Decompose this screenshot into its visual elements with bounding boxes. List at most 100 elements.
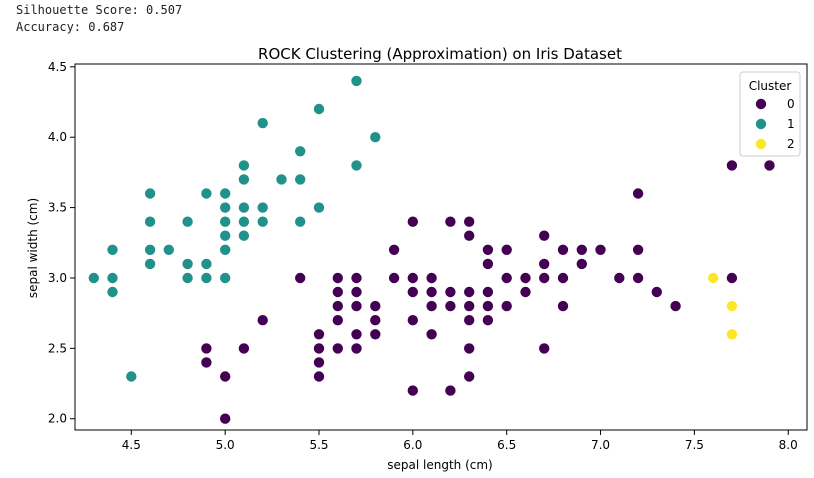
point-cluster-0	[444, 300, 457, 313]
point-cluster-0	[388, 243, 401, 256]
point-cluster-0	[350, 328, 363, 341]
point-cluster-0	[463, 215, 476, 228]
point-cluster-2	[707, 271, 720, 284]
point-cluster-1	[237, 215, 250, 228]
point-cluster-1	[162, 243, 175, 256]
point-cluster-2	[725, 300, 738, 313]
x-tick-label: 7.5	[685, 438, 704, 452]
legend-label-2: 2	[787, 137, 795, 151]
point-cluster-0	[557, 243, 570, 256]
point-cluster-1	[200, 271, 213, 284]
point-cluster-0	[519, 285, 532, 298]
point-cluster-0	[219, 370, 232, 383]
point-cluster-0	[481, 314, 494, 327]
point-cluster-1	[106, 243, 119, 256]
y-tick-label: 4.0	[48, 130, 67, 144]
y-tick-label: 2.0	[48, 412, 67, 426]
x-tick-label: 7.0	[591, 438, 610, 452]
point-cluster-0	[463, 285, 476, 298]
point-cluster-2	[725, 328, 738, 341]
point-cluster-0	[425, 285, 438, 298]
point-cluster-1	[350, 74, 363, 87]
point-cluster-0	[256, 314, 269, 327]
y-axis-ticks: 2.0 2.5 3.0 3.5 4.0 4.5	[48, 60, 75, 426]
point-cluster-0	[369, 300, 382, 313]
point-cluster-1	[181, 271, 194, 284]
y-tick-label: 4.5	[48, 60, 67, 74]
point-cluster-0	[406, 215, 419, 228]
point-cluster-1	[219, 187, 232, 200]
point-cluster-0	[669, 300, 682, 313]
x-tick-label: 5.5	[309, 438, 328, 452]
point-cluster-0	[538, 342, 551, 355]
point-cluster-0	[350, 300, 363, 313]
point-cluster-1	[125, 370, 138, 383]
point-cluster-0	[406, 285, 419, 298]
y-tick-label: 3.0	[48, 271, 67, 285]
point-cluster-1	[237, 173, 250, 186]
point-cluster-1	[275, 173, 288, 186]
point-cluster-0	[463, 300, 476, 313]
y-axis-label: sepal width (cm)	[26, 198, 40, 298]
legend: Cluster 0 1 2	[739, 71, 801, 157]
point-cluster-0	[613, 271, 626, 284]
x-tick-label: 6.5	[497, 438, 516, 452]
accuracy-text: Accuracy: 0.687	[16, 20, 125, 34]
point-cluster-0	[575, 243, 588, 256]
point-cluster-0	[312, 342, 325, 355]
point-cluster-1	[144, 187, 157, 200]
point-cluster-0	[444, 384, 457, 397]
chart-title: ROCK Clustering (Approximation) on Iris …	[258, 45, 622, 63]
point-cluster-0	[481, 285, 494, 298]
point-cluster-0	[331, 285, 344, 298]
point-cluster-0	[312, 328, 325, 341]
legend-marker-0	[755, 98, 768, 111]
x-tick-label: 4.5	[122, 438, 141, 452]
x-tick-label: 6.0	[403, 438, 422, 452]
point-cluster-0	[331, 300, 344, 313]
point-cluster-1	[312, 103, 325, 116]
legend-label-1: 1	[787, 117, 795, 131]
point-cluster-1	[219, 229, 232, 242]
point-cluster-0	[388, 271, 401, 284]
point-cluster-0	[557, 300, 570, 313]
point-cluster-0	[725, 271, 738, 284]
point-cluster-1	[144, 215, 157, 228]
point-cluster-1	[106, 285, 119, 298]
point-cluster-0	[331, 342, 344, 355]
point-cluster-1	[369, 131, 382, 144]
point-cluster-1	[256, 117, 269, 130]
point-cluster-0	[519, 271, 532, 284]
point-cluster-0	[481, 300, 494, 313]
point-cluster-0	[425, 271, 438, 284]
point-cluster-1	[294, 145, 307, 158]
point-cluster-1	[294, 173, 307, 186]
point-cluster-0	[500, 243, 513, 256]
point-cluster-1	[219, 215, 232, 228]
console-output: Silhouette Score: 0.507 Accuracy: 0.687	[16, 2, 182, 36]
point-cluster-0	[350, 285, 363, 298]
point-cluster-1	[181, 257, 194, 270]
point-cluster-1	[181, 215, 194, 228]
point-cluster-0	[294, 271, 307, 284]
point-cluster-0	[481, 243, 494, 256]
point-cluster-0	[312, 370, 325, 383]
point-cluster-0	[463, 342, 476, 355]
point-cluster-1	[350, 159, 363, 172]
point-cluster-1	[294, 215, 307, 228]
point-cluster-1	[200, 187, 213, 200]
legend-marker-2	[755, 137, 768, 150]
point-cluster-0	[594, 243, 607, 256]
silhouette-score-text: Silhouette Score: 0.507	[16, 3, 183, 17]
legend-title: Cluster	[749, 79, 792, 93]
point-cluster-0	[463, 314, 476, 327]
point-cluster-0	[350, 271, 363, 284]
point-cluster-0	[312, 356, 325, 369]
legend-items: 0 1 2	[755, 97, 795, 151]
point-cluster-0	[331, 314, 344, 327]
point-cluster-1	[144, 243, 157, 256]
point-cluster-1	[87, 271, 100, 284]
point-cluster-1	[106, 271, 119, 284]
point-cluster-0	[237, 342, 250, 355]
